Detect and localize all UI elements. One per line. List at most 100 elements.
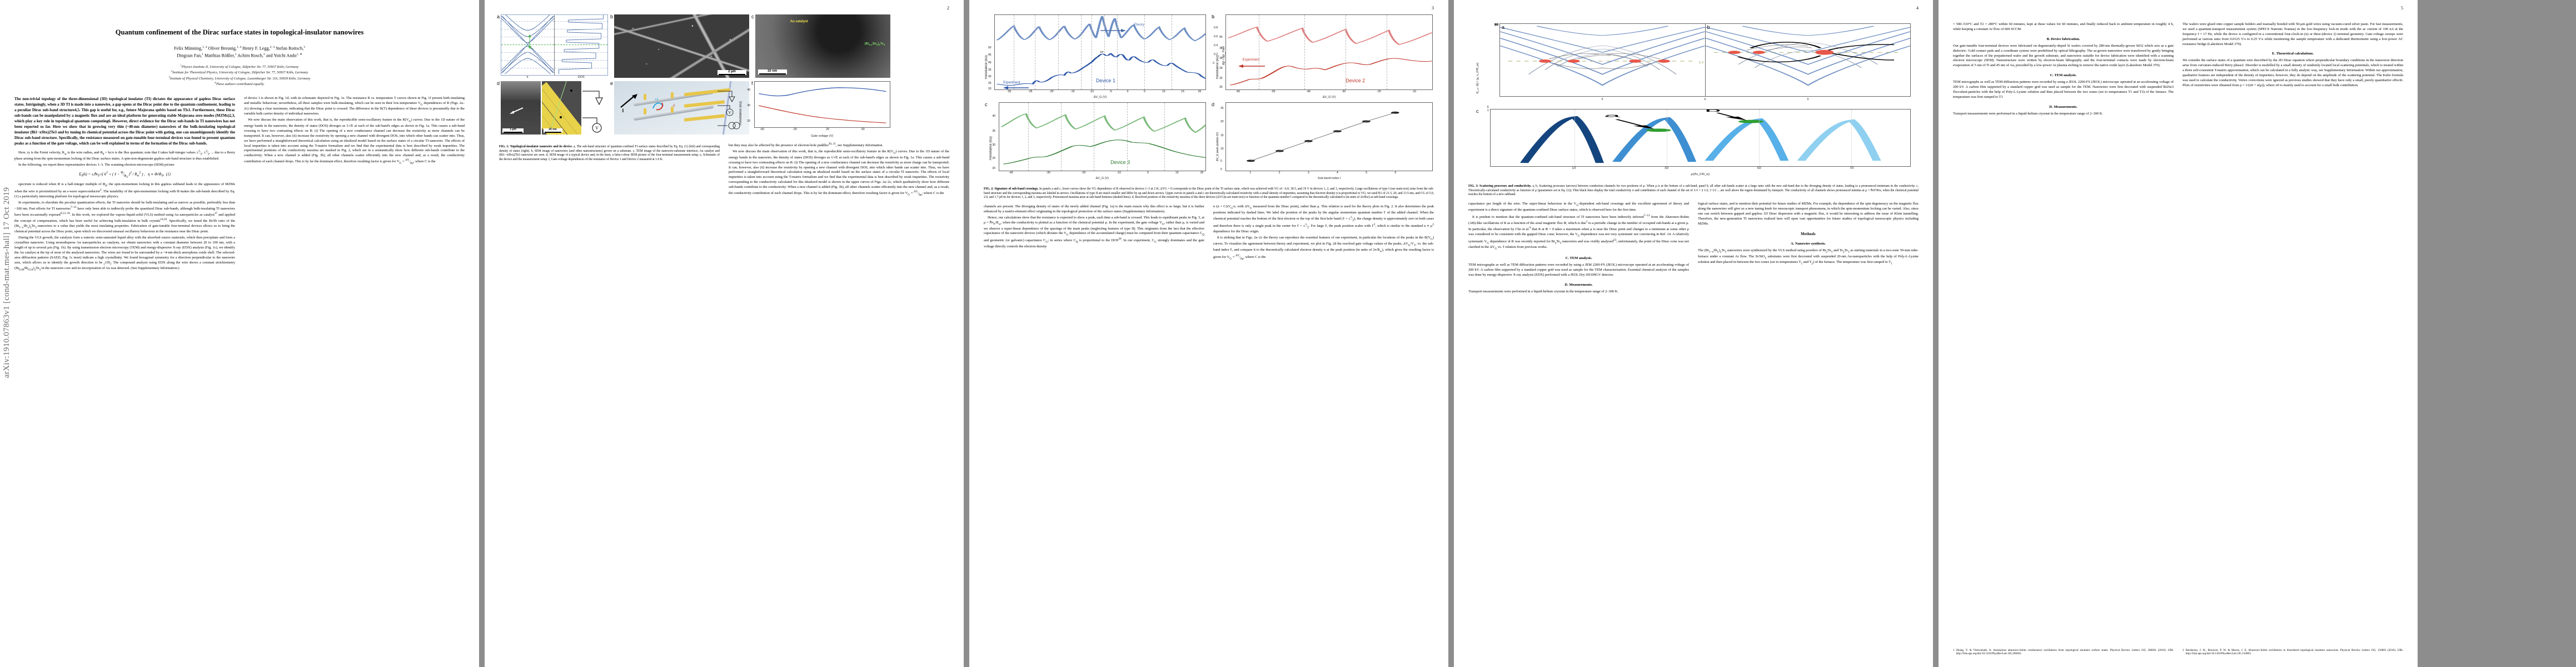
page-3-columns: FIG. 2: Signature of sub-band crossings.…: [969, 185, 1448, 200]
fig2-c-yt25: 25: [992, 157, 996, 161]
fig1-caption-title: Topological-insulator nanowire and its d…: [510, 145, 573, 148]
fig2-a-xt1: -30: [1007, 90, 1012, 93]
fig2-a-legend-theory: Theory: [1134, 23, 1144, 27]
page-3-col-right: n (n = CΔVG/e, with ΔVG measured from th…: [1213, 205, 1434, 262]
fig2-b-yt40: 40: [1219, 36, 1223, 39]
fig2-b-legend-experiment: Experiment: [1242, 58, 1260, 62]
fig3-caption-text: a, b, Scattering processes (arrows) betw…: [1468, 185, 1919, 197]
fig2-b-exp-arrow: [1238, 64, 1265, 68]
page-4-body-left: capacitance per length of the wire. The …: [1468, 202, 1689, 295]
fig3-a-xt0: 0: [1601, 98, 1603, 101]
fig2-b-xt1: -60: [1235, 90, 1240, 93]
fig2-a-xt2: -25: [1028, 90, 1033, 93]
fig2-c-yt30: 30: [992, 143, 996, 147]
fig1-f-ytick-30: 30: [747, 103, 751, 107]
p2-para-1: but they may also be affected by the pre…: [729, 142, 884, 148]
p5-para-tem: TEM micrographs as well as TEM diffracti…: [1953, 80, 2174, 99]
fig1-caption-label: FIG. 1:: [499, 145, 510, 148]
page-5-subsection-measurements: D. Measurements.: [2049, 104, 2077, 109]
column-left: The non-trivial topology of the three-di…: [14, 96, 235, 273]
ref-number-2: 2: [2183, 648, 2184, 652]
fig1-d-scalebar-2: 20 nm: [543, 128, 562, 133]
fig2-c-xt4: -10: [1117, 171, 1121, 175]
reference-item: 1 Zhang, Y. & Vishwanath, A. Anomalous a…: [1953, 649, 2174, 656]
fig2-a-legend-experiment: Experiment: [1003, 81, 1020, 85]
fig2-a-xt6: -5: [1109, 90, 1112, 93]
page-5-body-right: The wafers were glued onto copper sample…: [2183, 22, 2403, 88]
reference-list-right: 2 Bardarson, J. H., Brouwer, P. W. & Moo…: [2183, 649, 2403, 656]
fig2-c-xt1: -40: [1009, 171, 1013, 175]
fig2-a-xt3: -20: [1049, 90, 1054, 93]
fig3-panel-b-label: b: [1707, 24, 1710, 30]
fig1-f-ytick-40: 40: [747, 88, 751, 92]
fig1-top-row: a: [497, 14, 951, 79]
p3-para-2: Hence, our calculations show that the re…: [984, 215, 1204, 248]
page-5-col-right: The wafers were glued onto copper sample…: [2183, 22, 2403, 118]
fig1-f-xtick-60: 60: [861, 128, 865, 131]
fig2-a-rtick-06: 0.6: [1214, 34, 1218, 38]
page-5-body-left: = 500–510°C and T2 = 280°C within 60 min…: [1953, 22, 2174, 117]
page-3-body-left: channels are present. The diverging dens…: [984, 205, 1204, 250]
fig3-ab-ylabel: E_ℓ(k) / (ℏv_F/R_w): [1476, 62, 1479, 93]
fig2-b-xt5: -20: [1377, 90, 1381, 93]
fig1-c-material-label: (Bi1-xSbx)2Te3: [864, 42, 885, 47]
fig1-bottom-row: d 1 µm: [497, 81, 951, 138]
fig3-c-xt3: 5/2: [1757, 167, 1761, 170]
fig3-yt-72: 7/2: [1494, 23, 1498, 27]
fig1-d-circuit: V: [582, 81, 608, 135]
fig1-e-plus-l: +ℓ: [654, 97, 659, 102]
fig3-b-xt0: 0: [1807, 98, 1809, 101]
p2-para-2: We now discuss the main observation of t…: [729, 150, 949, 197]
page-3-caption-col: FIG. 2: Signature of sub-band crossings.…: [984, 185, 1434, 200]
fig2-b-xt3: -40: [1306, 90, 1311, 93]
fig2-c-xt3: -20: [1082, 171, 1086, 175]
fig1-panel-e-label: e: [610, 81, 614, 86]
fig2-panel-b: b Resistance (kΩ): [1212, 14, 1433, 99]
fig2-panel-c: c Resistance (kΩ): [985, 102, 1206, 180]
p3-para-1: channels are present. The diverging dens…: [984, 205, 1204, 213]
fig2-b-xt4: -30: [1341, 90, 1346, 93]
equation-1: Eℓ(k) = ±ℏvF√( k2 + ( ℓ − Φ⁄Φ0 )2 / Rw2 …: [79, 171, 171, 179]
page-3-col-left: channels are present. The diverging dens…: [984, 205, 1204, 262]
fig3-a-ef-label: E_F: [1699, 61, 1704, 64]
fig2-b-yt36: 36: [1219, 56, 1223, 60]
p5-para-theory: We consider the surface states of a quan…: [2183, 58, 2403, 87]
fig1-caption-text: a, The sub-band structure of quantum-con…: [499, 145, 720, 162]
fig3-c-xlabel: μ/(ℏv_F/R_w): [1691, 173, 1710, 176]
fig2-panel-c-label: c: [985, 102, 988, 107]
p3-para-3: n (n = CΔVG/e, with ΔVG measured from th…: [1213, 205, 1434, 234]
abstract: The non-trivial topology of the three-di…: [14, 96, 235, 146]
fig1-d-arrow: [509, 107, 524, 115]
page-2: 2 a: [485, 0, 964, 667]
fig2-d-xt2: 2: [1278, 171, 1280, 175]
fig1-panel-f: f 40 30 20 Resistance (kΩ): [739, 81, 890, 138]
fig2-d-yt10: 10: [1220, 147, 1224, 151]
fig3-c-curves-svg: a b: [1519, 109, 1881, 163]
fig2-a-xt11: 20: [1198, 90, 1202, 93]
page-1-left-body: Here, ry is the Fermi velocity, Rw is th…: [14, 150, 235, 168]
fig1-e-loop-arrows: [652, 102, 664, 110]
fig3-a-bands-svg: [1500, 26, 1705, 86]
fig2-panel-d: d ΔV_G peak position (V): [1212, 102, 1433, 180]
page-4-subsection-measurements: D. Measurements.: [1564, 282, 1593, 287]
page-5-columns: = 500–510°C and T2 = 280°C within 60 min…: [1939, 22, 2418, 118]
fig2-a-xlabel: ΔV_G (V): [1093, 96, 1107, 99]
fig2-c-device-tag: Device 3: [1110, 160, 1130, 166]
page-4-col-left: capacitance per length of the wire. The …: [1468, 202, 1689, 296]
fig2-a-xt10: 15: [1181, 90, 1184, 93]
fig2-d-yt25: 25: [1220, 106, 1224, 110]
page-5-col-left: = 500–510°C and T2 = 280°C within 60 min…: [1953, 22, 2174, 118]
page-4-col-right: logical surface states, and to mention t…: [1698, 202, 1919, 296]
svg-text:a: a: [1603, 114, 1620, 118]
fig1-f-xtick-m20: -20: [793, 128, 797, 131]
fig1-e-circuit-svg: V: [718, 91, 740, 130]
fig2-c-yt40: 40: [992, 115, 996, 118]
page-4-text-columns: capacitance per length of the wire. The …: [1454, 202, 1933, 296]
arxiv-stamp: arXiv:1910.07863v1 [cond-mat.mes-hall] 1…: [2, 187, 11, 378]
figure-1: a: [485, 0, 964, 138]
page-1-right-body: of device 3 is shown in Fig. 1d, with it…: [244, 96, 465, 166]
fig2-b-xt2: -50: [1271, 90, 1275, 93]
fig2-a-exp-arrow: [1003, 86, 1029, 90]
column-right: of device 3 is shown in Fig. 1d, with it…: [244, 96, 465, 273]
